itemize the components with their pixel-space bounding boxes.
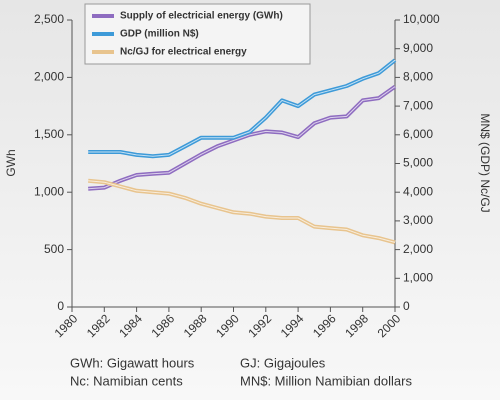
y2-tick-label: 2,000: [403, 242, 433, 256]
y2-tick-label: 6,000: [403, 127, 433, 141]
y2-axis-label: MN$ (GDP) Nc/GJ: [478, 113, 492, 212]
y2-tick-label: 9,000: [403, 41, 433, 55]
note: Nc: Namibian cents: [70, 373, 183, 388]
y-tick-label: 1,000: [34, 184, 64, 198]
y2-tick-label: 5,000: [403, 156, 433, 170]
y-axis-label: GWh: [4, 149, 18, 176]
y2-tick-label: 4,000: [403, 184, 433, 198]
note: GWh: Gigawatt hours: [70, 355, 195, 370]
y-tick-label: 2,500: [34, 12, 64, 26]
y2-tick-label: 8,000: [403, 70, 433, 84]
y2-tick-label: 1,000: [403, 270, 433, 284]
y-tick-label: 1,500: [34, 127, 64, 141]
y-tick-label: 2,000: [34, 70, 64, 84]
y2-tick-label: 3,000: [403, 213, 433, 227]
series-line-highlight: [88, 59, 396, 157]
note: MN$: Million Namibian dollars: [240, 373, 412, 388]
y2-tick-label: 0: [403, 299, 410, 313]
y2-tick-label: 10,000: [403, 12, 440, 26]
legend-label: Nc/GJ for electrical energy: [120, 47, 247, 58]
series-line-highlight: [88, 180, 396, 243]
note: GJ: Gigajoules: [240, 355, 326, 370]
legend-label: Supply of electricial energy (GWh): [120, 11, 283, 22]
y2-tick-label: 7,000: [403, 98, 433, 112]
y-tick-label: 500: [44, 242, 64, 256]
legend-label: GDP (million N$): [120, 29, 199, 40]
legend-box: [84, 3, 311, 65]
series-line-highlight: [88, 86, 396, 190]
y-tick-label: 0: [57, 299, 64, 313]
